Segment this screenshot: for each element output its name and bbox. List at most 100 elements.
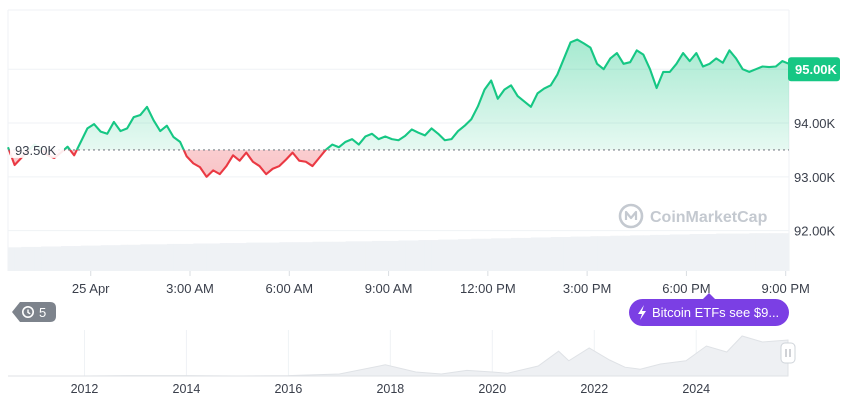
x-tick-label: 6:00 PM xyxy=(662,281,710,296)
volume-bar xyxy=(206,243,214,271)
volume-bar xyxy=(385,240,393,271)
volume-bar xyxy=(696,234,704,271)
watermark-text: CoinMarketCap xyxy=(650,209,768,226)
volume-bar xyxy=(722,233,731,271)
range-handle-icon[interactable] xyxy=(780,342,796,364)
volume-bar xyxy=(140,244,148,271)
volume-bar xyxy=(517,237,525,271)
news-event-pill[interactable]: Bitcoin ETFs see $9... xyxy=(629,293,789,326)
nav-year-label: 2022 xyxy=(580,382,608,396)
volume-bar xyxy=(603,236,611,271)
events-button-bg[interactable] xyxy=(12,302,56,322)
volume-bar xyxy=(332,241,340,271)
volume-bar xyxy=(60,246,69,271)
volume-bar xyxy=(358,241,367,271)
navigator[interactable]: 2012 2014 2016 2018 2020 2022 2024 xyxy=(8,330,796,396)
volume-bar xyxy=(107,245,115,271)
price-area xyxy=(8,39,789,177)
x-tick-label: 12:00 PM xyxy=(460,281,516,296)
volume-bar xyxy=(74,246,82,271)
volume-bar xyxy=(67,246,75,271)
y-tick-label: 94.00K xyxy=(794,116,836,131)
volume-bar xyxy=(133,244,141,271)
x-axis: 25 Apr 3:00 AM 6:00 AM 9:00 AM 12:00 PM 3:00 … xyxy=(72,271,810,296)
volume-bar xyxy=(610,235,618,271)
volume-bar xyxy=(166,243,175,271)
volume-bar xyxy=(663,234,671,271)
volume-bar xyxy=(80,245,89,271)
volume-bar xyxy=(616,235,625,271)
news-pill-bg[interactable] xyxy=(629,299,789,326)
volume-bar xyxy=(630,235,638,271)
volume-bar xyxy=(438,239,446,271)
volume-bar xyxy=(411,240,419,271)
volume-bar xyxy=(577,236,585,271)
x-tick-label: 6:00 AM xyxy=(265,281,313,296)
volume-bar xyxy=(511,237,519,271)
area-above xyxy=(8,39,789,150)
volume-bar xyxy=(769,233,777,271)
y-tick-label: 93.00K xyxy=(794,170,836,185)
coinmarketcap-logo-icon xyxy=(618,203,644,229)
volume-bar xyxy=(590,236,598,271)
volume-bar xyxy=(100,245,108,271)
volume-bar xyxy=(285,242,294,271)
volume-bar xyxy=(160,244,168,271)
y-tick-label: 92.00K xyxy=(794,224,836,239)
price-line[interactable] xyxy=(7,38,790,178)
news-pill-pointer xyxy=(703,293,715,299)
volume-bar xyxy=(8,247,16,271)
volume-bar xyxy=(557,237,565,271)
x-tick-label: 9:00 PM xyxy=(761,281,809,296)
x-tick-label: 3:00 AM xyxy=(166,281,214,296)
volume-bar xyxy=(530,237,539,271)
volume-bar xyxy=(233,243,241,271)
chart-controls[interactable]: 5 Bitcoin ETFs see $9... xyxy=(12,293,789,326)
volume-bar xyxy=(683,234,691,271)
volume-bar xyxy=(424,240,433,271)
volume-bar xyxy=(716,233,724,271)
volume-bar xyxy=(378,240,386,271)
volume-bar xyxy=(186,243,194,271)
x-tick-label: 9:00 AM xyxy=(365,281,413,296)
volume-bar xyxy=(736,233,744,271)
volume-bar xyxy=(729,233,737,271)
volume-bar xyxy=(451,239,459,271)
area-below xyxy=(8,149,789,177)
nav-year-label: 2024 xyxy=(682,382,710,396)
volume-bar xyxy=(749,233,757,271)
history-icon-ring xyxy=(22,306,34,318)
volume-bar xyxy=(650,234,658,271)
volume-bar xyxy=(484,238,492,271)
x-tick-label: 25 Apr xyxy=(72,281,110,296)
range-handle[interactable] xyxy=(780,342,796,364)
volume-bar xyxy=(27,246,36,271)
volume-bar xyxy=(47,246,55,271)
nav-history-area xyxy=(8,335,789,377)
logo-mark xyxy=(624,210,638,220)
volume-bar xyxy=(709,234,717,271)
volume-bar xyxy=(702,234,711,271)
volume-bar xyxy=(398,240,406,271)
volume-bar xyxy=(372,240,380,271)
volume-bar xyxy=(113,245,122,271)
volume-bar xyxy=(742,233,750,271)
volume-bar xyxy=(352,241,360,271)
current-price-label: 95.00K xyxy=(795,62,838,77)
volume-bar xyxy=(504,238,512,271)
volume-bar xyxy=(391,240,400,271)
volume-bar xyxy=(782,233,790,271)
events-button[interactable]: 5 xyxy=(12,302,56,322)
nav-year-label: 2016 xyxy=(274,382,302,396)
history-icon-hands xyxy=(27,309,31,315)
volume-bar xyxy=(775,233,783,271)
logo-ring xyxy=(618,203,644,229)
volume-bar xyxy=(563,237,572,271)
price-line-up[interactable] xyxy=(7,38,790,177)
volume-bar xyxy=(471,238,479,271)
volume-bar xyxy=(292,242,300,271)
volume-bar xyxy=(87,245,95,271)
volume-bar xyxy=(656,234,664,271)
